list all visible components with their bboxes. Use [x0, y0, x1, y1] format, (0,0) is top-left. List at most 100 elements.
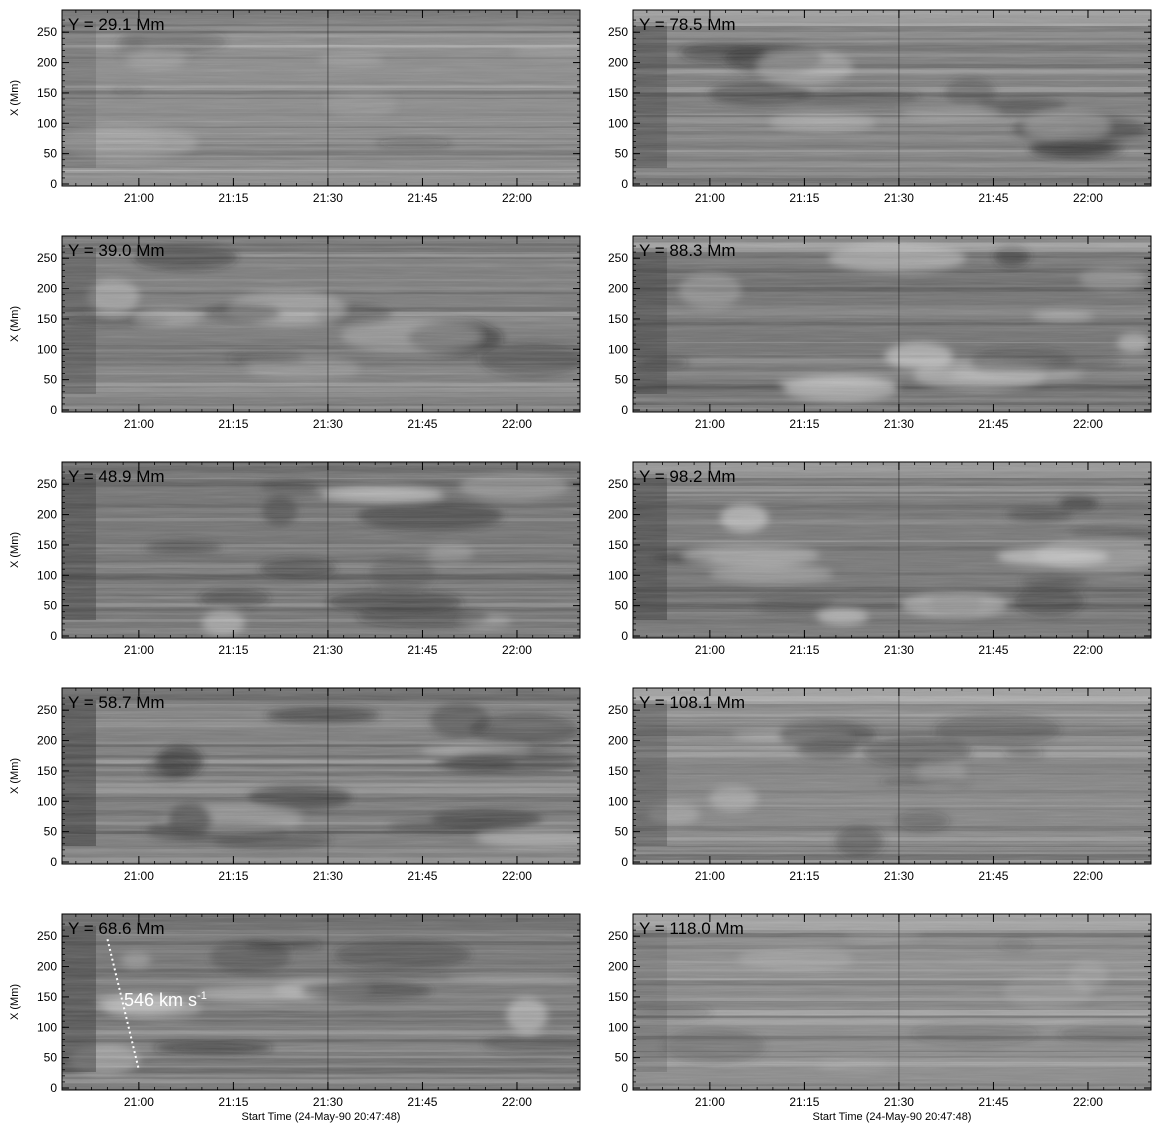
x-tick-label: 21:45	[978, 417, 1008, 431]
x-tick-label: 21:45	[978, 643, 1008, 657]
y-tick-label: 100	[37, 794, 57, 808]
y-tick-label: 200	[608, 960, 628, 974]
y-tick-label: 100	[37, 116, 57, 130]
x-tick-label: 22:00	[502, 417, 532, 431]
y-tick-label: 150	[608, 312, 628, 326]
x-tick-label: 21:00	[124, 191, 154, 205]
y-tick-label: 100	[608, 116, 628, 130]
y-tick-label: 150	[608, 764, 628, 778]
x-tick-label: 22:00	[1073, 869, 1103, 883]
panel-title: Y = 39.0 Mm	[68, 241, 165, 260]
x-tick-label: 21:30	[313, 643, 343, 657]
y-tick-label: 200	[608, 282, 628, 296]
y-tick-label: 150	[37, 86, 57, 100]
panel-title: Y = 108.1 Mm	[639, 693, 745, 712]
plot-frame	[61, 687, 581, 865]
y-tick-label: 250	[608, 477, 628, 491]
timeslice-image	[62, 10, 580, 186]
y-tick-label: 0	[621, 629, 628, 643]
panel-title: Y = 88.3 Mm	[639, 241, 736, 260]
x-tick-label: 21:30	[313, 869, 343, 883]
x-tick-label: 22:00	[502, 191, 532, 205]
x-tick-label: 21:30	[884, 643, 914, 657]
timeslice-image	[62, 688, 580, 864]
y-tick-label: 50	[44, 373, 58, 387]
x-tick-label: 21:30	[313, 191, 343, 205]
x-tick-label: 21:45	[407, 643, 437, 657]
speed-fit-line	[106, 939, 140, 1071]
y-tick-label: 250	[608, 929, 628, 943]
x-tick-label: 21:00	[695, 643, 725, 657]
panel-title: Y = 29.1 Mm	[68, 15, 165, 34]
y-tick-label: 50	[615, 599, 629, 613]
y-tick-label: 250	[37, 25, 57, 39]
x-tick-label: 21:15	[218, 1095, 248, 1109]
y-tick-label: 200	[37, 960, 57, 974]
y-tick-label: 200	[608, 56, 628, 70]
x-tick-label: 21:30	[313, 1095, 343, 1109]
x-tick-label: 22:00	[1073, 643, 1103, 657]
x-tick-label: 22:00	[1073, 1095, 1103, 1109]
y-tick-label: 0	[621, 177, 628, 191]
panel-8: 21:00 21:15 21:30 21:45 22:00 0 50 100 150 200 250…	[608, 687, 1152, 883]
timeslice-image	[633, 10, 1151, 186]
y-tick-label: 250	[608, 251, 628, 265]
timeslice-image	[62, 914, 580, 1090]
x-tick-label: 21:15	[218, 417, 248, 431]
y-tick-label: 100	[608, 794, 628, 808]
timeslice-image	[62, 236, 580, 412]
x-tick-label: 21:45	[978, 869, 1008, 883]
panel-title: Y = 58.7 Mm	[68, 693, 165, 712]
x-tick-label: 21:15	[789, 643, 819, 657]
y-tick-label: 200	[37, 734, 57, 748]
plot-frame	[61, 461, 581, 639]
y-tick-label: 0	[50, 1081, 57, 1095]
y-tick-label: 0	[50, 629, 57, 643]
y-tick-label: 250	[37, 251, 57, 265]
y-tick-label: 0	[50, 403, 57, 417]
x-tick-label: 22:00	[502, 869, 532, 883]
timeslice-image	[633, 688, 1151, 864]
x-tick-label: 21:45	[978, 191, 1008, 205]
panel-7: 21:00 21:15 21:30 21:45 22:00 0 50 100 150 200 250…	[9, 687, 581, 883]
timeslice-image	[62, 462, 580, 638]
y-tick-label: 100	[37, 1020, 57, 1034]
x-tick-label: 21:30	[884, 1095, 914, 1109]
y-tick-label: 100	[608, 1020, 628, 1034]
speed-annotation: 546 km s-1	[124, 990, 207, 1010]
y-tick-label: 200	[37, 508, 57, 522]
y-tick-label: 150	[608, 538, 628, 552]
y-tick-label: 150	[608, 86, 628, 100]
y-axis-label: X (Mm)	[9, 80, 21, 116]
x-tick-label: 22:00	[502, 643, 532, 657]
x-tick-label: 21:15	[218, 643, 248, 657]
y-tick-label: 50	[615, 147, 629, 161]
x-tick-label: 21:45	[407, 1095, 437, 1109]
x-tick-label: 22:00	[1073, 191, 1103, 205]
plot-frame	[632, 461, 1152, 639]
y-tick-label: 100	[37, 568, 57, 582]
y-tick-label: 150	[37, 312, 57, 326]
x-tick-label: 21:45	[407, 191, 437, 205]
x-tick-label: 21:30	[884, 417, 914, 431]
panel-title: Y = 98.2 Mm	[639, 467, 736, 486]
x-tick-label: 21:00	[695, 417, 725, 431]
x-tick-label: 21:15	[789, 417, 819, 431]
timeslice-image	[633, 236, 1151, 412]
plot-frame	[61, 9, 581, 187]
y-tick-label: 0	[50, 177, 57, 191]
y-tick-label: 100	[608, 568, 628, 582]
x-tick-label: 21:15	[218, 191, 248, 205]
x-tick-label: 21:15	[789, 1095, 819, 1109]
x-tick-label: 21:00	[695, 869, 725, 883]
plot-frame	[61, 913, 581, 1091]
y-tick-label: 50	[615, 373, 629, 387]
y-tick-label: 200	[37, 282, 57, 296]
panel-title: Y = 118.0 Mm	[639, 919, 744, 938]
panel-title: Y = 78.5 Mm	[639, 15, 736, 34]
y-axis-label: X (Mm)	[9, 758, 21, 794]
x-tick-label: 22:00	[1073, 417, 1103, 431]
y-tick-label: 250	[37, 477, 57, 491]
plot-frame	[632, 235, 1152, 413]
panel-1: 21:00 21:15 21:30 21:45 22:00 0 50 100 150 200 250…	[9, 9, 581, 205]
